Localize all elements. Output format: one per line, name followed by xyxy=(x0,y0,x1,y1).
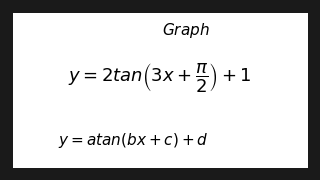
Text: $y = 2tan\left(3x + \dfrac{\pi}{2}\right) + 1$: $y = 2tan\left(3x + \dfrac{\pi}{2}\right… xyxy=(68,61,252,94)
Text: $y = atan(bx + c) + d$: $y = atan(bx + c) + d$ xyxy=(58,131,208,150)
Text: $\bf\it{Graph}$: $\bf\it{Graph}$ xyxy=(162,21,210,40)
